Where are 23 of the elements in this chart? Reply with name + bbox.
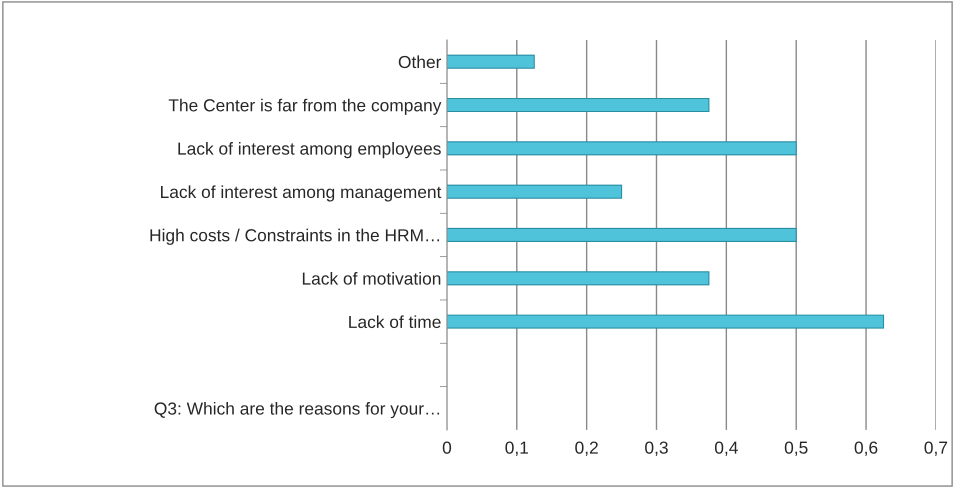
x-tick-label: 0,6 <box>854 442 878 456</box>
y-tick-label: Lack of interest among employees <box>178 142 441 158</box>
bar <box>446 98 710 112</box>
bar <box>446 54 535 69</box>
y-tick-label: Q3: Which are the reasons for your… <box>154 402 440 418</box>
y-tick-label: High costs / Constraints in the HRM… <box>150 228 440 245</box>
y-tick-label: The Center is far from the company <box>168 98 442 115</box>
bar <box>446 141 797 156</box>
y-tick-label: Lack of time <box>349 315 441 328</box>
x-tick-label: 0 <box>442 442 452 454</box>
x-tick-label: 0,3 <box>645 442 668 456</box>
bar <box>446 228 797 242</box>
y-tick-label: Lack of motivation <box>302 272 440 285</box>
x-tick-label: 0,2 <box>575 442 598 456</box>
x-tick-label: 0,7 <box>924 442 948 456</box>
x-tick-label: 0,5 <box>784 442 808 456</box>
bar <box>446 184 622 199</box>
y-tick-label: Other <box>398 55 442 68</box>
bar <box>446 271 710 286</box>
x-tick-label: 0,4 <box>714 442 738 456</box>
bar <box>446 314 884 329</box>
x-tick-label: 0,1 <box>505 442 528 456</box>
y-tick-label: Lack of interest among management <box>161 185 442 202</box>
